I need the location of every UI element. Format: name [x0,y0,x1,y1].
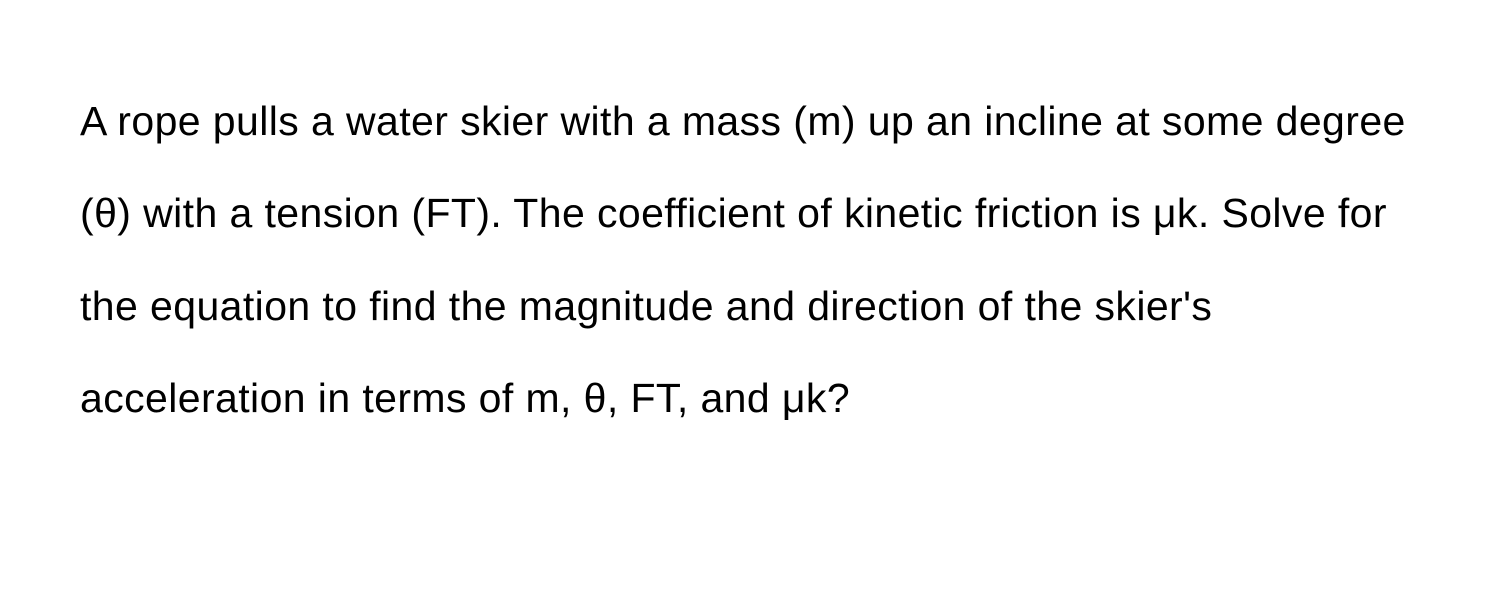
physics-question-text: A rope pulls a water skier with a mass (… [80,75,1410,444]
